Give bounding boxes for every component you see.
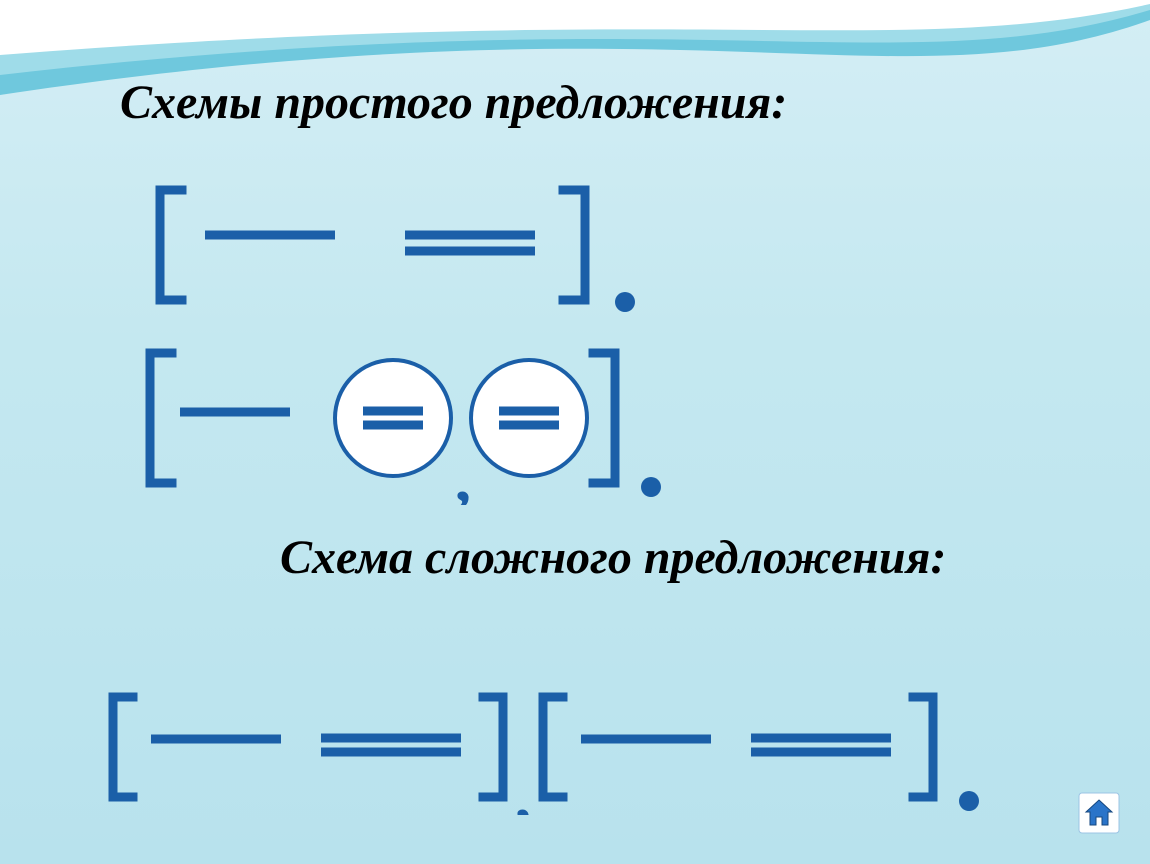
comma: , <box>515 762 531 815</box>
home-icon[interactable] <box>1078 792 1120 834</box>
homogeneous-circle <box>335 360 451 476</box>
slide: Схемы простого предложения: , Схема слож… <box>0 0 1150 864</box>
bracket-open-icon <box>150 353 172 483</box>
bracket-close-icon <box>563 190 585 300</box>
bracket-open-icon <box>113 697 133 797</box>
scheme-simple-2-homogeneous: , <box>130 335 780 505</box>
title-simple-sentence: Схемы простого предложения: <box>120 75 787 130</box>
period-dot <box>641 477 661 497</box>
title-complex-sentence: Схема сложного предложения: <box>280 530 980 585</box>
scheme-simple-1 <box>140 175 740 315</box>
comma: , <box>455 444 471 505</box>
homogeneous-circle <box>471 360 587 476</box>
bracket-open-icon <box>543 697 563 797</box>
period-dot <box>959 791 979 811</box>
bracket-close-icon <box>913 697 933 797</box>
bracket-close-icon <box>593 353 615 483</box>
period-dot <box>615 292 635 312</box>
bracket-close-icon <box>483 697 503 797</box>
bracket-open-icon <box>160 190 182 300</box>
scheme-complex: , <box>95 685 1115 815</box>
